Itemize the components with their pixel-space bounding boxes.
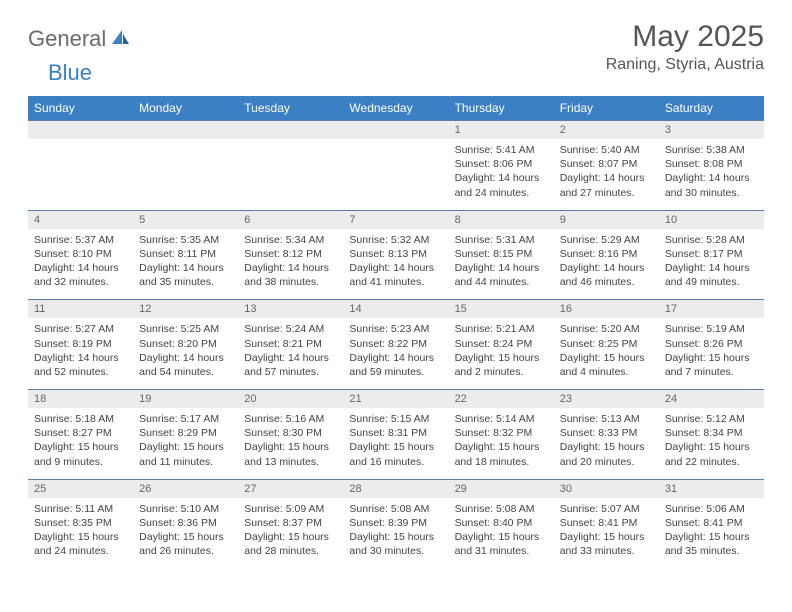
day-number: 22 xyxy=(449,390,554,409)
day-number: 6 xyxy=(238,210,343,229)
day-number: 12 xyxy=(133,300,238,319)
day-number: 28 xyxy=(343,479,448,498)
day-number: 27 xyxy=(238,479,343,498)
day-number: 29 xyxy=(449,479,554,498)
day-content-row: Sunrise: 5:11 AMSunset: 8:35 PMDaylight:… xyxy=(28,498,764,569)
day-number: 21 xyxy=(343,390,448,409)
day-content-row: Sunrise: 5:41 AMSunset: 8:06 PMDaylight:… xyxy=(28,139,764,210)
day-number-row: 45678910 xyxy=(28,210,764,229)
day-content-row: Sunrise: 5:18 AMSunset: 8:27 PMDaylight:… xyxy=(28,408,764,479)
day-number xyxy=(343,121,448,140)
day-number-row: 25262728293031 xyxy=(28,479,764,498)
day-cell xyxy=(343,139,448,210)
day-number: 4 xyxy=(28,210,133,229)
logo: General xyxy=(28,20,132,52)
weekday-header: Tuesday xyxy=(238,96,343,121)
day-cell: Sunrise: 5:16 AMSunset: 8:30 PMDaylight:… xyxy=(238,408,343,479)
calendar-page: General May 2025 Raning, Styria, Austria… xyxy=(0,0,792,588)
day-cell: Sunrise: 5:06 AMSunset: 8:41 PMDaylight:… xyxy=(659,498,764,569)
weekday-header: Saturday xyxy=(659,96,764,121)
weekday-header: Friday xyxy=(554,96,659,121)
day-cell xyxy=(28,139,133,210)
day-number: 25 xyxy=(28,479,133,498)
day-cell: Sunrise: 5:38 AMSunset: 8:08 PMDaylight:… xyxy=(659,139,764,210)
day-number: 19 xyxy=(133,390,238,409)
day-cell: Sunrise: 5:12 AMSunset: 8:34 PMDaylight:… xyxy=(659,408,764,479)
day-content-row: Sunrise: 5:27 AMSunset: 8:19 PMDaylight:… xyxy=(28,318,764,389)
day-cell: Sunrise: 5:20 AMSunset: 8:25 PMDaylight:… xyxy=(554,318,659,389)
day-number: 30 xyxy=(554,479,659,498)
weekday-header: Sunday xyxy=(28,96,133,121)
day-cell: Sunrise: 5:28 AMSunset: 8:17 PMDaylight:… xyxy=(659,229,764,300)
day-number: 2 xyxy=(554,121,659,140)
day-number-row: 123 xyxy=(28,121,764,140)
day-content-row: Sunrise: 5:37 AMSunset: 8:10 PMDaylight:… xyxy=(28,229,764,300)
day-number: 17 xyxy=(659,300,764,319)
day-cell: Sunrise: 5:21 AMSunset: 8:24 PMDaylight:… xyxy=(449,318,554,389)
day-number: 15 xyxy=(449,300,554,319)
day-number: 11 xyxy=(28,300,133,319)
day-number: 13 xyxy=(238,300,343,319)
day-number: 1 xyxy=(449,121,554,140)
day-cell: Sunrise: 5:08 AMSunset: 8:39 PMDaylight:… xyxy=(343,498,448,569)
day-cell xyxy=(238,139,343,210)
day-cell: Sunrise: 5:08 AMSunset: 8:40 PMDaylight:… xyxy=(449,498,554,569)
day-cell: Sunrise: 5:09 AMSunset: 8:37 PMDaylight:… xyxy=(238,498,343,569)
day-number xyxy=(133,121,238,140)
day-number: 3 xyxy=(659,121,764,140)
day-cell: Sunrise: 5:40 AMSunset: 8:07 PMDaylight:… xyxy=(554,139,659,210)
day-number: 24 xyxy=(659,390,764,409)
day-number: 14 xyxy=(343,300,448,319)
day-number: 31 xyxy=(659,479,764,498)
day-cell: Sunrise: 5:14 AMSunset: 8:32 PMDaylight:… xyxy=(449,408,554,479)
day-cell: Sunrise: 5:35 AMSunset: 8:11 PMDaylight:… xyxy=(133,229,238,300)
day-cell: Sunrise: 5:31 AMSunset: 8:15 PMDaylight:… xyxy=(449,229,554,300)
day-number: 16 xyxy=(554,300,659,319)
day-cell: Sunrise: 5:13 AMSunset: 8:33 PMDaylight:… xyxy=(554,408,659,479)
day-number xyxy=(28,121,133,140)
day-number: 23 xyxy=(554,390,659,409)
day-cell: Sunrise: 5:24 AMSunset: 8:21 PMDaylight:… xyxy=(238,318,343,389)
day-number-row: 11121314151617 xyxy=(28,300,764,319)
day-number xyxy=(238,121,343,140)
day-cell: Sunrise: 5:15 AMSunset: 8:31 PMDaylight:… xyxy=(343,408,448,479)
day-cell: Sunrise: 5:18 AMSunset: 8:27 PMDaylight:… xyxy=(28,408,133,479)
weekday-header: Thursday xyxy=(449,96,554,121)
day-number: 9 xyxy=(554,210,659,229)
day-cell: Sunrise: 5:34 AMSunset: 8:12 PMDaylight:… xyxy=(238,229,343,300)
day-cell: Sunrise: 5:29 AMSunset: 8:16 PMDaylight:… xyxy=(554,229,659,300)
day-cell: Sunrise: 5:27 AMSunset: 8:19 PMDaylight:… xyxy=(28,318,133,389)
weekday-header-row: Sunday Monday Tuesday Wednesday Thursday… xyxy=(28,96,764,121)
day-cell: Sunrise: 5:19 AMSunset: 8:26 PMDaylight:… xyxy=(659,318,764,389)
month-title: May 2025 xyxy=(606,20,764,54)
logo-sail-icon xyxy=(110,28,130,51)
day-number: 5 xyxy=(133,210,238,229)
day-cell: Sunrise: 5:25 AMSunset: 8:20 PMDaylight:… xyxy=(133,318,238,389)
location: Raning, Styria, Austria xyxy=(606,56,764,74)
day-cell xyxy=(133,139,238,210)
day-number: 18 xyxy=(28,390,133,409)
day-number: 26 xyxy=(133,479,238,498)
logo-blue: Blue xyxy=(48,60,92,86)
day-number: 20 xyxy=(238,390,343,409)
day-number: 8 xyxy=(449,210,554,229)
title-block: May 2025 Raning, Styria, Austria xyxy=(606,20,764,74)
day-cell: Sunrise: 5:11 AMSunset: 8:35 PMDaylight:… xyxy=(28,498,133,569)
logo-general: General xyxy=(28,26,106,52)
day-cell: Sunrise: 5:32 AMSunset: 8:13 PMDaylight:… xyxy=(343,229,448,300)
weekday-header: Monday xyxy=(133,96,238,121)
day-number-row: 18192021222324 xyxy=(28,390,764,409)
day-number: 7 xyxy=(343,210,448,229)
day-cell: Sunrise: 5:41 AMSunset: 8:06 PMDaylight:… xyxy=(449,139,554,210)
day-cell: Sunrise: 5:17 AMSunset: 8:29 PMDaylight:… xyxy=(133,408,238,479)
calendar-table: Sunday Monday Tuesday Wednesday Thursday… xyxy=(28,96,764,568)
day-cell: Sunrise: 5:23 AMSunset: 8:22 PMDaylight:… xyxy=(343,318,448,389)
day-number: 10 xyxy=(659,210,764,229)
day-cell: Sunrise: 5:37 AMSunset: 8:10 PMDaylight:… xyxy=(28,229,133,300)
calendar-body: 123Sunrise: 5:41 AMSunset: 8:06 PMDaylig… xyxy=(28,121,764,569)
weekday-header: Wednesday xyxy=(343,96,448,121)
day-cell: Sunrise: 5:07 AMSunset: 8:41 PMDaylight:… xyxy=(554,498,659,569)
day-cell: Sunrise: 5:10 AMSunset: 8:36 PMDaylight:… xyxy=(133,498,238,569)
